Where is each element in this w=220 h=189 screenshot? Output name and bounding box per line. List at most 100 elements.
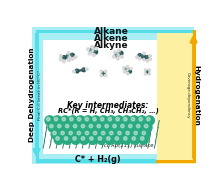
Circle shape (115, 53, 119, 57)
Circle shape (100, 70, 103, 73)
Circle shape (88, 52, 91, 55)
Circle shape (63, 57, 64, 58)
Circle shape (48, 123, 57, 132)
Circle shape (84, 116, 93, 125)
Circle shape (137, 116, 147, 125)
Circle shape (77, 117, 81, 121)
Circle shape (125, 68, 128, 71)
Circle shape (59, 55, 62, 57)
Circle shape (117, 49, 120, 52)
Circle shape (114, 135, 123, 144)
Circle shape (61, 131, 64, 135)
Circle shape (67, 59, 70, 61)
Circle shape (146, 60, 149, 62)
Circle shape (56, 137, 59, 140)
Circle shape (143, 58, 145, 61)
Circle shape (50, 124, 53, 128)
Circle shape (130, 135, 140, 144)
Circle shape (142, 55, 145, 58)
Circle shape (85, 131, 89, 135)
Circle shape (111, 123, 121, 132)
Circle shape (121, 124, 124, 128)
Circle shape (65, 124, 69, 128)
Circle shape (89, 48, 94, 52)
Text: RC*(R = H, CH₃, CH₃CH₂, …): RC*(R = H, CH₃, CH₃CH₂, …) (58, 108, 158, 115)
Circle shape (92, 53, 95, 56)
Circle shape (108, 130, 117, 139)
Circle shape (75, 69, 79, 73)
Circle shape (141, 137, 144, 140)
Circle shape (114, 51, 116, 54)
Circle shape (99, 116, 108, 125)
Circle shape (129, 70, 130, 71)
Circle shape (103, 123, 113, 132)
Circle shape (73, 70, 75, 73)
Circle shape (118, 131, 121, 135)
Circle shape (73, 137, 76, 140)
Circle shape (104, 70, 107, 73)
Circle shape (123, 67, 125, 69)
Circle shape (120, 55, 123, 58)
Circle shape (86, 68, 88, 70)
Circle shape (113, 124, 116, 128)
Text: Alkene: Alkene (94, 34, 128, 43)
Circle shape (62, 117, 66, 121)
Circle shape (122, 135, 131, 144)
Circle shape (141, 130, 150, 139)
Text: Alkyne: Alkyne (94, 41, 128, 50)
Circle shape (47, 117, 50, 121)
Circle shape (89, 124, 93, 128)
Circle shape (72, 123, 81, 132)
Circle shape (131, 117, 135, 121)
Text: fcc Ru(111) surface: fcc Ru(111) surface (102, 143, 154, 148)
Circle shape (80, 123, 89, 132)
Circle shape (108, 117, 112, 121)
Circle shape (127, 123, 136, 132)
Circle shape (147, 117, 150, 121)
Circle shape (148, 73, 150, 75)
Circle shape (83, 69, 84, 70)
Circle shape (80, 135, 89, 144)
Circle shape (82, 68, 86, 72)
Text: Final C-C break in HC*C*: Final C-C break in HC*C* (38, 70, 42, 120)
Circle shape (110, 131, 113, 135)
Circle shape (67, 130, 77, 139)
Circle shape (139, 117, 143, 121)
Circle shape (81, 137, 85, 140)
Circle shape (62, 60, 65, 63)
Circle shape (130, 67, 132, 70)
Circle shape (138, 54, 141, 57)
Circle shape (61, 116, 70, 125)
Text: Deep Dehydrogenation: Deep Dehydrogenation (29, 48, 35, 142)
Circle shape (126, 131, 129, 135)
Circle shape (91, 49, 94, 52)
Circle shape (149, 58, 151, 60)
Text: Coverage-dependency: Coverage-dependency (186, 72, 190, 118)
Circle shape (95, 47, 97, 50)
Circle shape (59, 58, 62, 61)
Circle shape (139, 135, 148, 144)
Circle shape (144, 124, 148, 128)
Circle shape (88, 135, 97, 144)
Circle shape (71, 57, 74, 60)
Circle shape (63, 135, 72, 144)
Circle shape (53, 131, 56, 135)
Circle shape (149, 55, 151, 57)
Circle shape (144, 73, 147, 75)
Circle shape (136, 124, 140, 128)
Circle shape (143, 123, 152, 132)
Circle shape (146, 57, 147, 58)
Circle shape (100, 74, 103, 77)
Circle shape (107, 137, 110, 140)
Circle shape (81, 124, 85, 128)
Circle shape (75, 130, 85, 139)
Circle shape (135, 123, 144, 132)
Circle shape (132, 130, 142, 139)
Circle shape (67, 52, 70, 55)
Circle shape (76, 116, 85, 125)
Circle shape (120, 52, 121, 53)
Circle shape (51, 130, 60, 139)
Circle shape (91, 46, 94, 48)
Circle shape (70, 53, 74, 57)
Circle shape (116, 54, 117, 55)
